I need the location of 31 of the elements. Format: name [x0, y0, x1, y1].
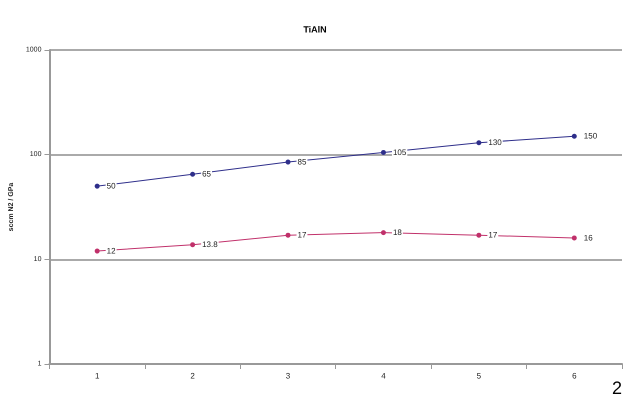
data-label: 13.8: [202, 240, 218, 250]
data-label: 18: [392, 228, 402, 238]
data-label: 50: [106, 182, 116, 191]
data-label: 130: [488, 138, 502, 148]
x-tick-label: 3: [286, 372, 291, 380]
data-label: 12: [106, 246, 116, 256]
point: [286, 160, 291, 165]
data-label: 65: [202, 170, 212, 179]
x-tick-label: 2: [190, 372, 196, 380]
point: [476, 140, 482, 146]
point: [190, 242, 196, 248]
point: [286, 232, 291, 238]
x-tick-label: 6: [572, 372, 578, 380]
point: [476, 232, 482, 238]
chart-title: TiAlN: [303, 24, 327, 34]
x-tick-label: 5: [476, 372, 482, 380]
data-label: 150: [584, 132, 598, 141]
data-label: 85: [298, 158, 307, 167]
data-label: 17: [488, 230, 498, 240]
data-label: 17: [298, 230, 307, 240]
point: [572, 235, 577, 240]
point: [572, 134, 577, 139]
point: [190, 172, 196, 177]
point: [94, 184, 100, 189]
x-tick-label: 4: [381, 372, 386, 380]
x-tick-label: 1: [94, 372, 100, 380]
data-label: 105: [392, 148, 407, 157]
point: [94, 248, 100, 254]
point: [380, 150, 386, 155]
data-label: 16: [584, 233, 594, 242]
point: [380, 230, 386, 236]
